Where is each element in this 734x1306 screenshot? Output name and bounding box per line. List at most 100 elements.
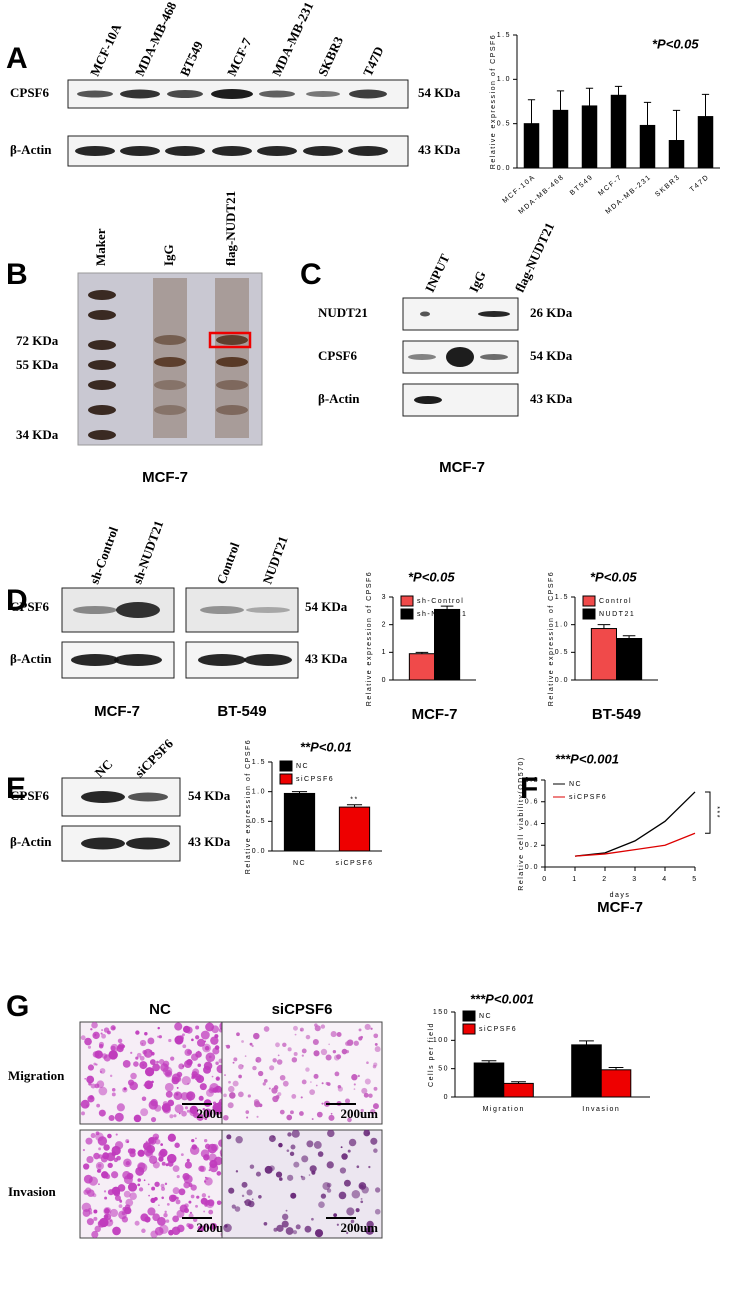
cell	[286, 1114, 293, 1121]
y-tick-label: 1.5	[555, 594, 569, 601]
cell	[215, 1061, 219, 1065]
cell	[276, 1224, 284, 1232]
cell	[258, 1070, 264, 1077]
cell	[87, 1189, 95, 1197]
cell	[118, 1204, 123, 1209]
error-bar	[440, 605, 454, 610]
cell	[245, 1110, 250, 1114]
lane-label: sh-Control	[87, 524, 122, 586]
cell	[205, 1199, 215, 1209]
cell	[290, 1192, 297, 1199]
cell	[115, 1133, 118, 1136]
highlight-box	[208, 331, 252, 349]
cell	[313, 1073, 319, 1079]
cell	[157, 1026, 160, 1030]
cell	[210, 1223, 213, 1226]
cell	[314, 1023, 318, 1027]
label: β-Actin	[318, 391, 360, 406]
cell	[289, 1151, 295, 1157]
cell	[133, 1061, 139, 1067]
label: CPSF6	[10, 788, 50, 803]
cell	[82, 1148, 86, 1152]
cell	[165, 1090, 173, 1098]
error-bar	[415, 651, 429, 654]
cell	[188, 1200, 192, 1204]
blot-band	[167, 90, 203, 98]
cell	[161, 1161, 166, 1166]
cell	[100, 1032, 103, 1035]
error-bar	[527, 99, 536, 124]
cell	[359, 1184, 364, 1189]
label: 43 KDa	[305, 651, 348, 666]
cell	[101, 1033, 107, 1039]
cell	[182, 1044, 187, 1049]
blot-band	[348, 146, 388, 156]
cell	[291, 1129, 300, 1138]
cell	[92, 1031, 100, 1040]
y-tick-label: 1.0	[555, 622, 569, 629]
annotation: **P<0.01	[300, 739, 352, 754]
cell	[98, 1183, 100, 1185]
gel-band	[216, 335, 248, 345]
gel-band	[88, 430, 116, 440]
cell	[368, 1165, 371, 1169]
cell	[361, 1087, 368, 1094]
cell	[262, 1082, 266, 1086]
cell	[172, 1187, 180, 1195]
cell	[279, 1074, 286, 1081]
cell	[119, 1199, 123, 1203]
y-tick-label: 3	[382, 594, 387, 601]
bar	[552, 109, 569, 169]
cell	[343, 1179, 351, 1187]
cell	[205, 1052, 216, 1063]
label: 43 KDa	[530, 391, 573, 406]
blot-band	[446, 347, 474, 367]
cell	[97, 1168, 102, 1173]
cell	[130, 1051, 133, 1054]
error-bar	[579, 1040, 594, 1045]
blot-band	[246, 607, 290, 613]
cell	[167, 1160, 174, 1167]
cell	[232, 1061, 235, 1064]
cell	[141, 1096, 147, 1102]
y-tick-label: 0.0	[525, 864, 539, 871]
annotation: *P<0.05	[590, 569, 637, 584]
significance: **	[350, 797, 358, 804]
blot-band	[73, 606, 117, 614]
cell	[171, 1226, 181, 1236]
cell	[263, 1221, 268, 1226]
cell	[160, 1183, 165, 1188]
cell	[200, 1197, 208, 1205]
cell	[200, 1149, 210, 1158]
cell	[206, 1088, 214, 1097]
cell	[83, 1174, 93, 1184]
cell	[243, 1200, 247, 1203]
cell	[160, 1143, 163, 1146]
error-bar	[622, 635, 636, 639]
cell	[176, 1087, 179, 1089]
cell	[252, 1065, 257, 1071]
cell	[360, 1197, 363, 1200]
blot-band	[120, 146, 160, 156]
panel-letter: E	[6, 772, 26, 805]
cell	[127, 1148, 134, 1154]
cell	[273, 1085, 279, 1090]
cell	[96, 1103, 101, 1108]
cell	[154, 1181, 160, 1187]
cell	[186, 1058, 193, 1066]
cell	[98, 1086, 108, 1096]
cell	[98, 1154, 103, 1159]
cell	[195, 1204, 198, 1208]
cell	[234, 1206, 241, 1212]
cell	[137, 1178, 141, 1182]
cell	[334, 1071, 340, 1077]
lane-label: NC	[92, 756, 116, 780]
cell	[129, 1192, 137, 1200]
cell	[333, 1213, 338, 1217]
cell	[272, 1095, 279, 1103]
cell	[301, 1155, 309, 1163]
cell	[341, 1153, 348, 1160]
cell	[229, 1092, 236, 1099]
cell	[186, 1049, 193, 1055]
cell	[286, 1149, 290, 1153]
